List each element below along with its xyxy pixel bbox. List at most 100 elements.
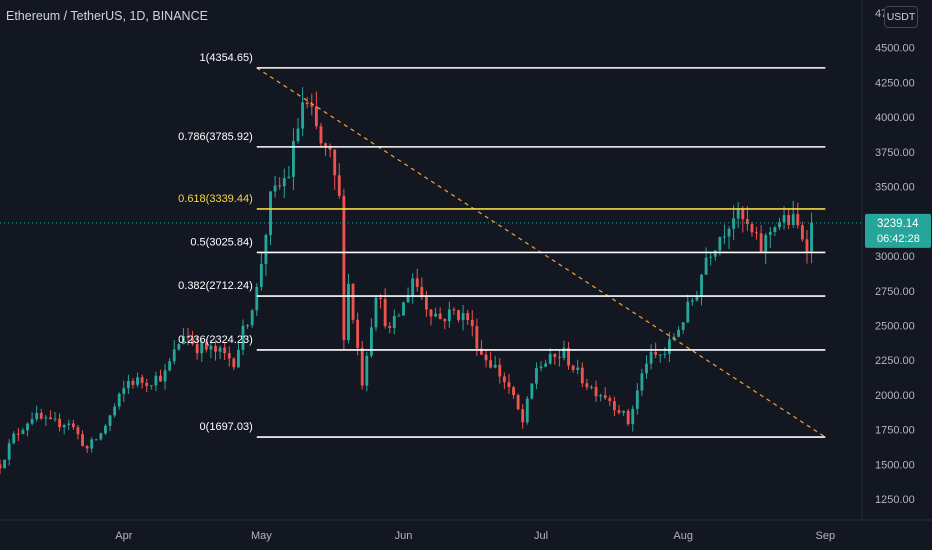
candle-body: [658, 354, 662, 356]
fib-level-label: 0.5(3025.84): [190, 236, 252, 248]
candle-body: [727, 228, 731, 237]
candle-body: [420, 286, 424, 297]
fib-level-label: 0.236(2324.23): [178, 334, 253, 346]
candle-body: [415, 278, 419, 287]
price-tick-label: 2250.00: [875, 355, 915, 367]
candle-body: [16, 433, 20, 435]
price-tick-label: 3500.00: [875, 182, 915, 194]
candle-body: [686, 301, 690, 323]
candle-body: [365, 355, 369, 386]
candle-body: [443, 319, 447, 322]
candle-body: [81, 434, 84, 447]
candle-body: [126, 380, 130, 389]
candle-body: [342, 195, 346, 341]
candle-body: [447, 309, 451, 322]
candle-body: [631, 408, 635, 425]
candle-body: [49, 417, 52, 420]
candle-body: [782, 215, 786, 223]
fib-level-label: 0.618(3339.44): [178, 193, 253, 205]
candle-body: [250, 310, 254, 326]
candle-body: [553, 353, 557, 357]
time-tick-label: Sep: [816, 530, 836, 542]
price-tick-label: 2500.00: [875, 321, 915, 333]
candle-body: [241, 325, 245, 350]
candle-body: [649, 352, 653, 364]
candle-body: [590, 387, 593, 389]
candle-body: [388, 326, 392, 328]
candle-body: [709, 256, 713, 258]
fib-level-label: 0.786(3785.92): [178, 131, 253, 143]
candle-body: [35, 412, 39, 420]
candle-body: [512, 387, 515, 396]
price-tick-label: 4500.00: [875, 43, 915, 55]
candle-body: [278, 185, 282, 187]
candle-body: [525, 398, 529, 423]
candle-body: [732, 218, 736, 229]
candle-body: [796, 214, 800, 226]
candle-body: [255, 286, 259, 311]
fib-level-label: 1(4354.65): [200, 52, 253, 64]
candle-body: [768, 232, 772, 236]
candle-body: [360, 348, 364, 386]
candle-body: [131, 380, 135, 385]
candle-body: [502, 376, 506, 383]
candle-body: [640, 373, 644, 391]
price-tag-countdown: 06:42:28: [877, 233, 920, 245]
candle-body: [200, 342, 204, 354]
candle-body: [296, 128, 300, 142]
candle-body: [411, 278, 415, 296]
time-tick-label: Apr: [115, 530, 132, 542]
candle-body: [713, 250, 717, 257]
candle-body: [392, 315, 396, 328]
candle-body: [594, 387, 598, 397]
candle-body: [383, 298, 387, 327]
candle-body: [695, 296, 699, 301]
candle-body: [548, 353, 552, 364]
candle-body: [324, 143, 327, 147]
candle-body: [759, 233, 763, 253]
candle-body: [26, 423, 29, 431]
candle-body: [140, 377, 144, 383]
candle-body: [521, 409, 525, 423]
candle-body: [778, 222, 781, 228]
price-tick-label: 3750.00: [875, 147, 915, 159]
candle-body: [397, 315, 401, 317]
candle-body: [227, 353, 231, 359]
candle-body: [305, 102, 309, 105]
candle-body: [104, 425, 107, 434]
candle-body: [273, 185, 277, 192]
candle-body: [204, 342, 208, 350]
candle-body: [374, 297, 378, 328]
fib-level-label: 0(1697.03): [200, 421, 253, 433]
candle-body: [85, 446, 89, 449]
candle-body: [612, 401, 616, 411]
candle-body: [117, 393, 121, 407]
candle-body: [787, 215, 791, 225]
currency-button[interactable]: USDT: [884, 6, 918, 28]
candle-body: [3, 459, 7, 469]
candle-body: [168, 361, 172, 371]
candle-body: [493, 364, 497, 368]
candle-body: [264, 234, 268, 264]
price-tick-label: 4250.00: [875, 77, 915, 89]
candle-body: [571, 365, 575, 370]
candle-body: [424, 296, 428, 310]
candle-body: [301, 102, 305, 129]
candle-body: [764, 235, 768, 253]
price-tick-label: 2750.00: [875, 286, 915, 298]
candle-body: [58, 418, 62, 428]
candle-body: [530, 383, 534, 399]
candle-body: [218, 347, 222, 352]
candle-body: [287, 176, 291, 179]
candle-body: [567, 347, 570, 366]
candle-body: [163, 370, 167, 382]
candle-body: [800, 225, 804, 240]
candle-body: [677, 329, 681, 337]
candle-body: [232, 358, 236, 368]
candle-body: [21, 430, 25, 434]
candle-body: [484, 354, 488, 361]
candle-body: [585, 383, 589, 388]
candle-body: [535, 368, 538, 384]
candle-body: [580, 367, 584, 384]
